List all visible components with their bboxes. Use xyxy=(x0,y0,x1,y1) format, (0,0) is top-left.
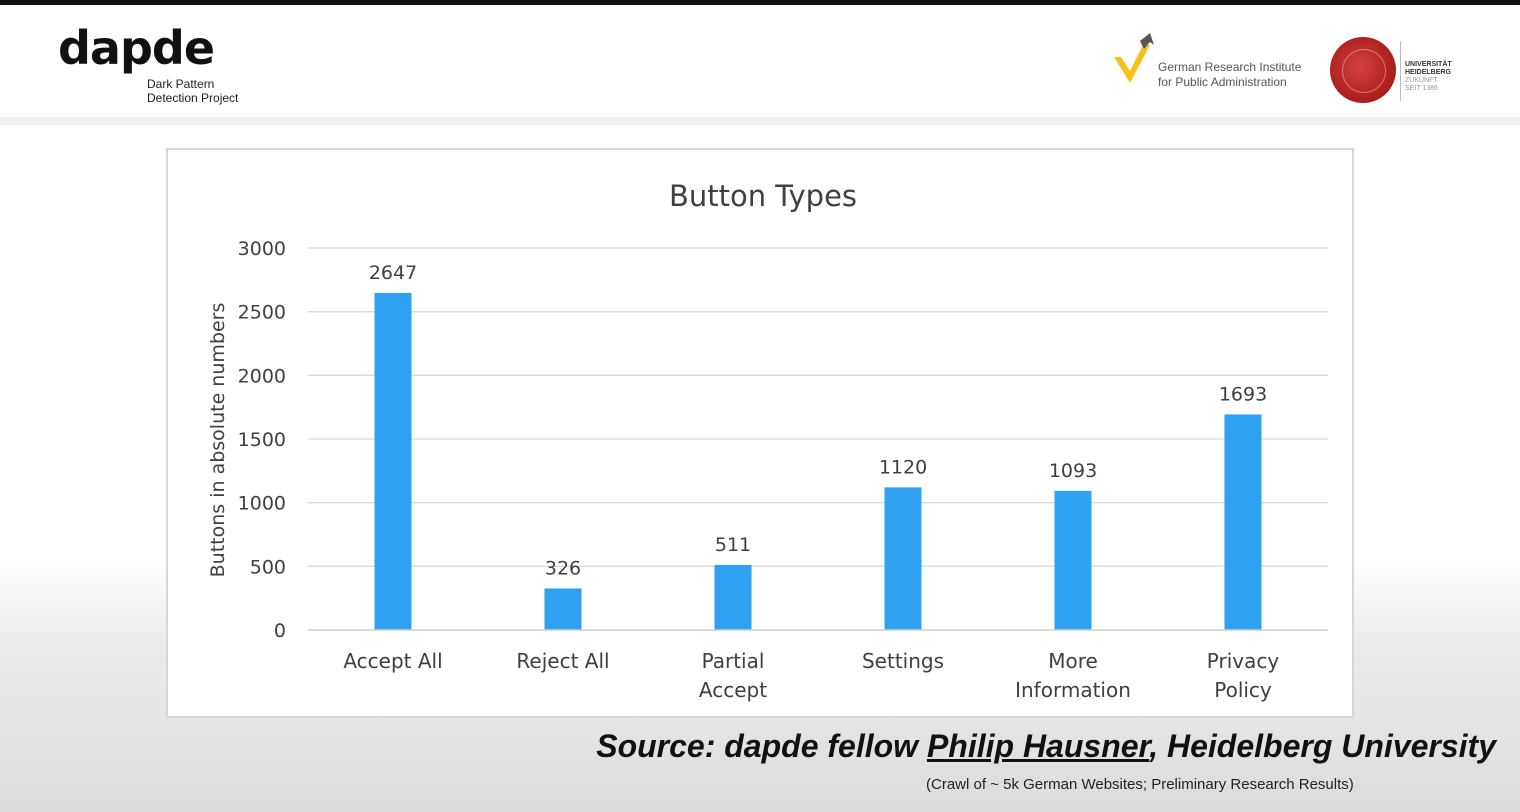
bar xyxy=(1224,414,1262,630)
header-separator xyxy=(0,117,1520,125)
source-credit: Source: dapde fellow Philip Hausner, Hei… xyxy=(596,728,1496,765)
y-axis-label: Buttons in absolute numbers xyxy=(207,303,229,578)
institute-check-icon xyxy=(1114,33,1154,83)
seal-ring xyxy=(1342,49,1386,93)
x-tick-label: Privacy xyxy=(1207,649,1280,673)
x-tick-label: More xyxy=(1048,649,1098,673)
x-tick-label: Accept All xyxy=(343,649,442,673)
bar xyxy=(884,487,922,630)
top-border xyxy=(0,0,1520,5)
x-tick-label: Reject All xyxy=(516,649,609,673)
dapde-logo: dapde Dark Pattern Detection Project xyxy=(58,21,238,105)
x-tick-label: Information xyxy=(1015,678,1131,702)
data-label: 1120 xyxy=(879,456,927,478)
brand-name: dapde xyxy=(58,21,215,75)
bars xyxy=(308,292,1328,631)
chart-title: Button Types xyxy=(669,179,857,213)
brand-subtitle: Dark Pattern Detection Project xyxy=(147,77,287,105)
x-tick-label: Settings xyxy=(862,649,944,673)
x-tick-label: Policy xyxy=(1214,678,1272,702)
institute-name-line2: for Public Administration xyxy=(1158,75,1287,89)
university-line1: UNIVERSITÄT xyxy=(1405,61,1452,68)
y-tick-label: 1000 xyxy=(238,493,286,515)
university-line2: HEIDELBERG xyxy=(1405,69,1451,76)
x-tick-labels: Accept All Reject All Partial Accept Setting… xyxy=(343,649,1279,702)
bar xyxy=(544,588,582,630)
brand-subtitle-line2: Detection Project xyxy=(147,91,239,105)
chart-frame: Button Types Buttons in absolute numbers… xyxy=(166,148,1354,718)
data-label: 511 xyxy=(715,534,751,556)
bar xyxy=(1054,490,1092,630)
y-tick-label: 2000 xyxy=(238,365,286,387)
y-tick-label: 1500 xyxy=(238,429,286,451)
bar xyxy=(714,564,752,630)
gridlines xyxy=(308,247,1328,631)
y-tick-label: 3000 xyxy=(238,238,286,260)
y-tick-label: 2500 xyxy=(238,302,286,324)
institute-logo: German Research Institute for Public Adm… xyxy=(1110,33,1330,93)
institute-name-line1: German Research Institute xyxy=(1158,60,1302,74)
slide-header: dapde Dark Pattern Detection Project Ger… xyxy=(0,5,1520,117)
source-prefix: Source: dapde fellow xyxy=(596,728,927,764)
data-label: 326 xyxy=(545,557,581,579)
brand-subtitle-line1: Dark Pattern xyxy=(147,77,215,91)
data-labels: 2647 326 511 1120 1093 1693 xyxy=(369,262,1267,580)
data-label: 1693 xyxy=(1219,383,1267,405)
y-tick-label: 0 xyxy=(274,620,286,642)
data-label: 1093 xyxy=(1049,460,1097,482)
source-note: (Crawl of ~ 5k German Websites; Prelimin… xyxy=(926,776,1354,793)
bar xyxy=(374,292,412,630)
university-seal-icon xyxy=(1330,37,1396,103)
university-line4: SEIT 1386 xyxy=(1405,85,1438,92)
bar-chart: Button Types Buttons in absolute numbers… xyxy=(207,179,1328,702)
y-tick-label: 500 xyxy=(250,556,286,578)
university-name: UNIVERSITÄT HEIDELBERG ZUKUNFT SEIT 1386 xyxy=(1405,61,1452,93)
university-divider xyxy=(1400,41,1401,101)
source-author: Philip Hausner xyxy=(926,728,1150,764)
x-tick-label: Partial xyxy=(702,649,765,673)
data-label: 2647 xyxy=(369,262,417,284)
x-tick-label: Accept xyxy=(699,678,767,702)
university-line3: ZUKUNFT xyxy=(1405,77,1438,84)
institute-name: German Research Institute for Public Adm… xyxy=(1158,60,1328,90)
y-tick-labels: 0 500 1000 1500 2000 2500 3000 xyxy=(238,238,286,642)
source-suffix: , Heidelberg University xyxy=(1149,728,1496,764)
